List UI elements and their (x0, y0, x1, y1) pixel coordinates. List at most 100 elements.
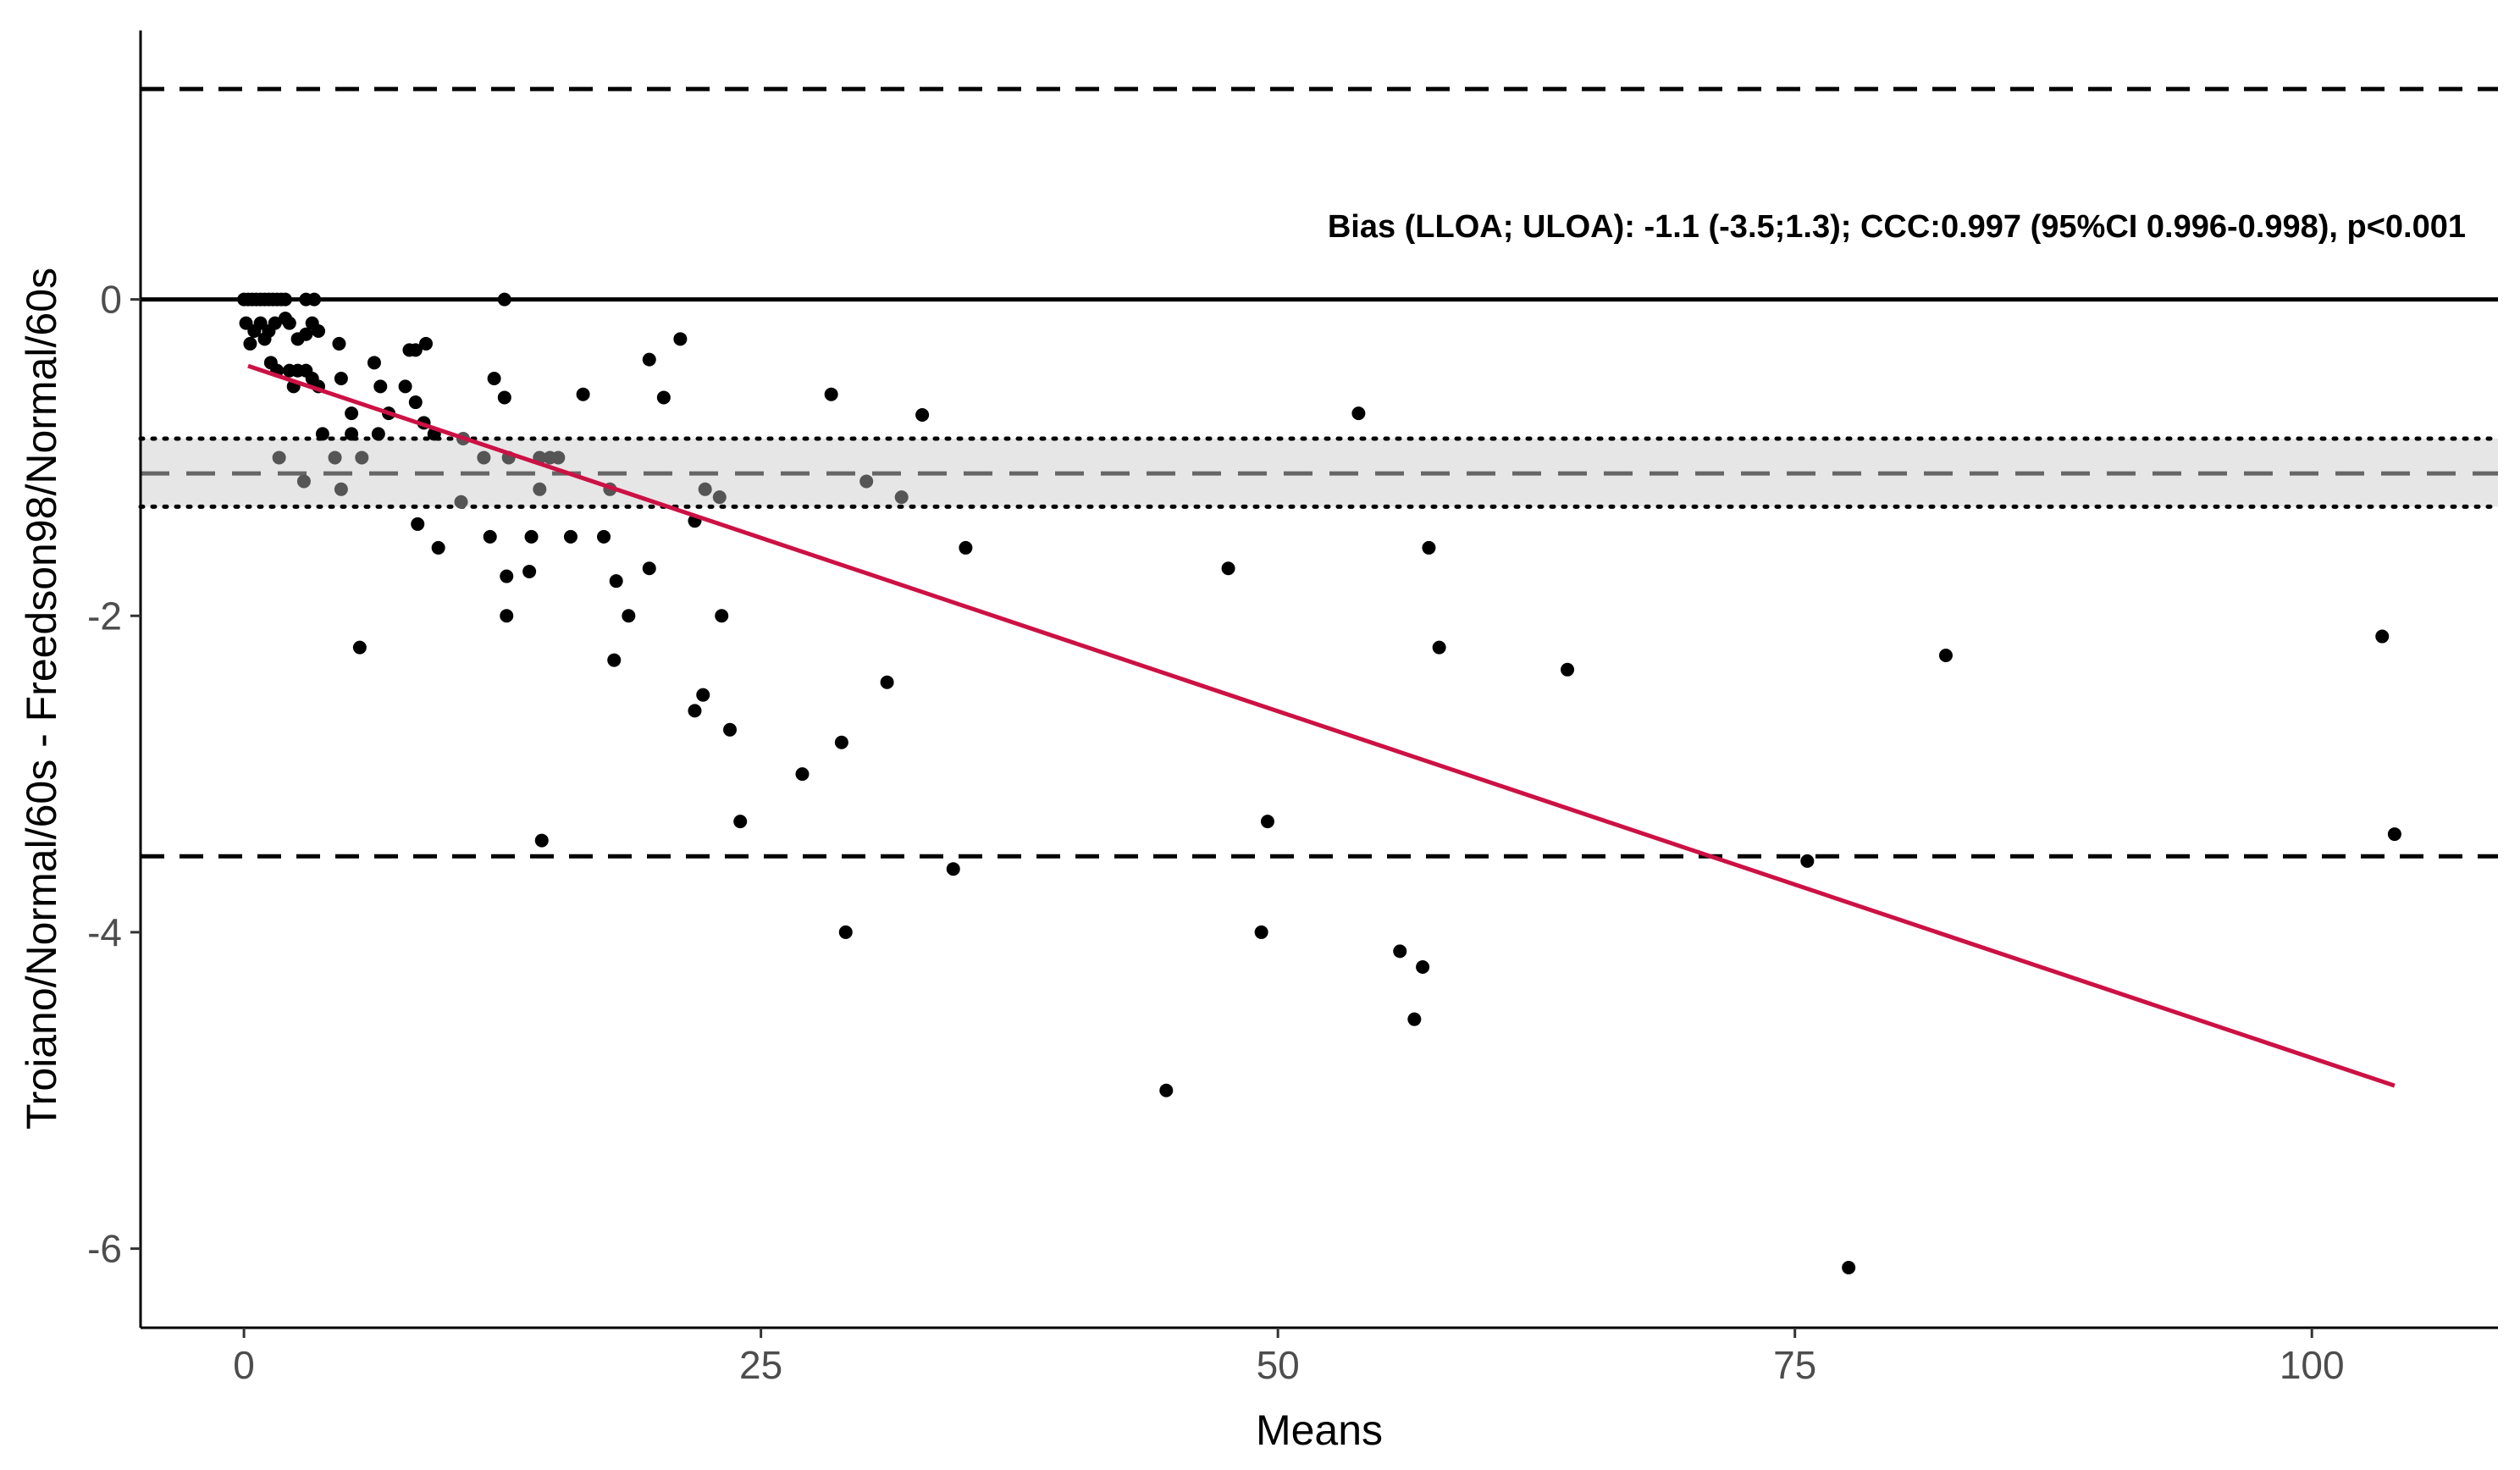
x-tick-label: 75 (1773, 1343, 1816, 1387)
data-point (959, 540, 973, 555)
data-point (497, 292, 511, 307)
data-point (483, 529, 497, 544)
data-point (487, 372, 501, 386)
data-point (551, 450, 566, 465)
data-point (328, 450, 342, 465)
data-point (712, 490, 727, 505)
reference-lines-layer (141, 86, 2498, 859)
x-tick-label: 100 (2280, 1343, 2345, 1387)
data-point (673, 332, 688, 346)
data-point (642, 352, 656, 367)
data-point (642, 561, 656, 576)
y-tick-label: -2 (87, 594, 122, 638)
data-point (1159, 1083, 1174, 1097)
y-axis-title: Troiano/Normal/60s - Freedson98/Normal/6… (18, 268, 65, 1130)
data-point (656, 390, 671, 405)
data-point (1393, 944, 1407, 959)
data-point (500, 609, 514, 623)
data-point (524, 529, 539, 544)
data-point (723, 722, 737, 737)
data-point (315, 427, 329, 441)
y-tick-label: -6 (87, 1227, 122, 1271)
data-point (2375, 629, 2390, 644)
data-point (334, 372, 348, 386)
data-point (332, 336, 346, 351)
x-tick-label: 50 (1257, 1343, 1300, 1387)
data-point (838, 925, 853, 939)
data-point (282, 316, 296, 330)
x-tick-label: 0 (233, 1343, 255, 1387)
y-tick-label: -4 (87, 910, 122, 954)
data-point (398, 379, 412, 394)
data-point (373, 379, 388, 394)
data-point (268, 316, 282, 330)
regression-line-layer (247, 363, 2396, 1088)
data-point (533, 482, 547, 496)
data-point (576, 387, 590, 401)
data-point (795, 767, 810, 782)
data-point (1422, 540, 1436, 555)
data-point (1561, 662, 1575, 677)
data-point (563, 529, 578, 544)
x-axis-title: Means (1256, 1406, 1383, 1454)
data-point (500, 569, 514, 583)
bias-annotation: Bias (LLOA; ULOA): -1.1 (-3.5;1.3); CCC:… (1328, 209, 2466, 245)
data-point (597, 529, 611, 544)
data-point (622, 609, 636, 623)
data-point (715, 609, 729, 623)
data-point (834, 735, 848, 749)
data-point (431, 540, 445, 555)
axes-layer: 0 25 50 75 100 0 -2 -4 -6 (87, 30, 2498, 1387)
data-point (859, 474, 874, 489)
data-point (1800, 854, 1815, 868)
data-points-layer (237, 292, 2401, 1275)
data-point (609, 574, 623, 589)
data-point (946, 862, 960, 876)
data-point (1842, 1261, 1856, 1275)
data-point (408, 395, 423, 410)
data-point (371, 427, 385, 441)
data-point (497, 390, 511, 405)
data-point (1254, 925, 1268, 939)
data-point (272, 450, 286, 465)
data-point (880, 675, 894, 689)
data-point (296, 474, 311, 489)
data-point (1938, 648, 1953, 662)
data-point (894, 490, 909, 505)
y-tick-label: 0 (100, 278, 122, 322)
data-point (1416, 960, 1430, 975)
data-point (299, 327, 313, 341)
data-point (696, 688, 710, 702)
data-point (607, 653, 622, 667)
data-point (1432, 640, 1446, 655)
data-point (522, 564, 537, 578)
data-point (243, 336, 257, 351)
data-point (352, 640, 367, 655)
data-point (345, 427, 359, 441)
data-point (477, 450, 491, 465)
x-tick-label: 25 (739, 1343, 782, 1387)
data-point (367, 356, 381, 370)
data-point (915, 407, 930, 422)
data-point (408, 343, 423, 357)
data-point (454, 495, 468, 509)
data-point (345, 406, 359, 421)
data-point (307, 292, 322, 307)
data-point (2387, 827, 2401, 842)
data-point (419, 336, 434, 351)
regression-line (247, 363, 2396, 1088)
data-point (334, 482, 348, 496)
data-point (1351, 406, 1366, 421)
data-point (411, 517, 425, 531)
data-point (824, 387, 838, 401)
data-point (1407, 1012, 1422, 1026)
data-point (534, 833, 549, 848)
data-point (688, 704, 702, 718)
data-point (733, 815, 748, 829)
bias-confidence-band-layer (138, 436, 2501, 509)
data-point (355, 450, 369, 465)
data-point (1221, 561, 1235, 576)
data-point (698, 482, 712, 496)
data-point (1260, 815, 1274, 829)
